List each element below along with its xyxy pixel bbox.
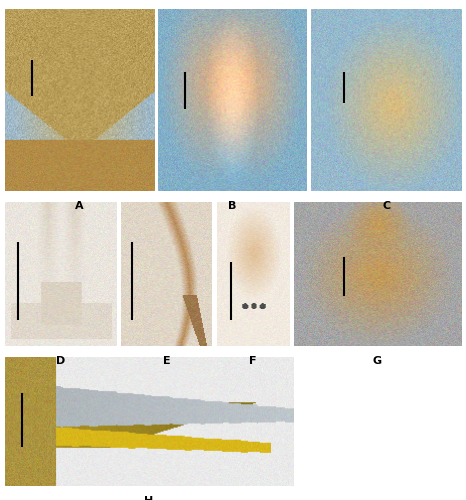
Text: A: A (75, 201, 83, 211)
Text: C: C (382, 201, 391, 211)
Text: E: E (163, 356, 171, 366)
Text: G: G (373, 356, 382, 366)
Text: H: H (144, 496, 154, 500)
Text: D: D (56, 356, 65, 366)
Text: F: F (249, 356, 257, 366)
Text: B: B (228, 201, 237, 211)
